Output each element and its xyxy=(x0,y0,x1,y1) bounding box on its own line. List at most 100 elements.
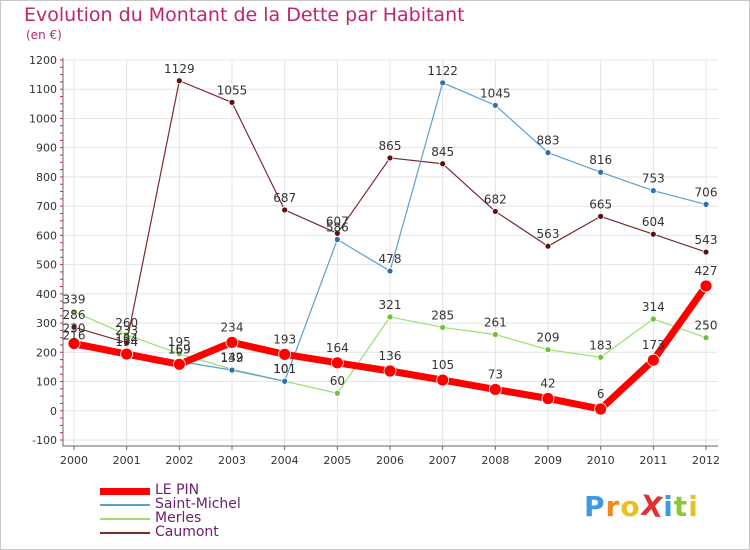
legend-label-saint-michel: Saint-Michel xyxy=(155,496,241,512)
data-point-le-pin xyxy=(646,353,660,367)
data-label-merles: 195 xyxy=(168,335,191,349)
data-label-le-pin: 105 xyxy=(431,358,454,372)
x-tick-label: 2010 xyxy=(587,454,615,467)
data-point-merles xyxy=(123,331,131,339)
logo-letter: t xyxy=(673,490,689,523)
data-label-caumont: 233 xyxy=(115,324,138,338)
chart-subtitle: (en €) xyxy=(26,28,62,42)
data-label-caumont: 1055 xyxy=(217,83,248,97)
data-label-caumont: 607 xyxy=(326,214,349,228)
y-tick-label: 0 xyxy=(50,405,57,418)
data-point-saint-michel xyxy=(439,79,447,87)
proxiti-logo: ProXiti xyxy=(584,489,699,525)
data-label-saint-michel: 139 xyxy=(221,351,244,365)
data-point-saint-michel xyxy=(386,267,394,275)
data-point-saint-michel xyxy=(597,168,605,176)
data-point-le-pin xyxy=(330,356,344,370)
data-label-saint-michel: 816 xyxy=(589,153,612,167)
data-point-caumont xyxy=(386,154,394,162)
x-tick-label: 2012 xyxy=(692,454,720,467)
data-label-merles: 260 xyxy=(115,316,138,330)
y-tick-label: 100 xyxy=(36,376,57,389)
data-label-le-pin: 159 xyxy=(168,342,191,356)
data-point-caumont xyxy=(281,206,289,214)
data-label-le-pin: 164 xyxy=(326,341,349,355)
data-label-saint-michel: 883 xyxy=(537,134,560,148)
legend-swatch-le-pin xyxy=(100,487,150,495)
data-label-merles: 183 xyxy=(589,338,612,352)
data-label-merles: 250 xyxy=(695,319,718,333)
data-label-le-pin: 73 xyxy=(488,367,503,381)
data-point-saint-michel xyxy=(281,377,289,385)
data-label-caumont: 845 xyxy=(431,145,454,159)
y-tick-label: 400 xyxy=(36,288,57,301)
data-label-saint-michel: 706 xyxy=(695,185,718,199)
x-tick-label: 2001 xyxy=(113,454,141,467)
data-point-merles xyxy=(702,334,710,342)
x-tick-label: 2006 xyxy=(376,454,404,467)
data-point-caumont xyxy=(175,77,183,85)
data-label-le-pin: 194 xyxy=(115,332,138,346)
data-point-le-pin xyxy=(278,347,292,361)
y-tick-label: 1000 xyxy=(29,112,57,125)
data-point-merles xyxy=(70,308,78,316)
data-label-merles: 261 xyxy=(484,315,507,329)
y-tick-label: 200 xyxy=(36,346,57,359)
data-label-saint-michel: 753 xyxy=(642,172,665,186)
legend-swatch-saint-michel xyxy=(100,504,150,506)
data-point-le-pin xyxy=(383,364,397,378)
data-label-merles: 339 xyxy=(63,293,86,307)
y-tick-label: 700 xyxy=(36,200,57,213)
x-tick-label: 2003 xyxy=(218,454,246,467)
data-label-merles: 314 xyxy=(642,300,665,314)
data-label-le-pin: 193 xyxy=(273,332,296,346)
data-label-saint-michel: 101 xyxy=(273,362,296,376)
data-label-le-pin: 230 xyxy=(63,322,86,336)
x-tick-label: 2009 xyxy=(534,454,562,467)
data-label-le-pin: 42 xyxy=(540,376,555,390)
x-tick-label: 2011 xyxy=(639,454,667,467)
y-tick-label: 900 xyxy=(36,142,57,155)
data-point-saint-michel xyxy=(544,149,552,157)
data-label-saint-michel: 478 xyxy=(379,252,402,266)
y-tick-label: 600 xyxy=(36,229,57,242)
chart-title: Evolution du Montant de la Dette par Hab… xyxy=(24,4,465,26)
data-point-le-pin xyxy=(488,383,502,396)
data-label-le-pin: 234 xyxy=(221,320,244,334)
data-label-le-pin: 136 xyxy=(379,349,402,363)
data-label-caumont: 286 xyxy=(63,308,86,322)
legend-swatch-merles xyxy=(100,518,150,520)
data-point-le-pin xyxy=(594,402,608,416)
logo-letter: i xyxy=(688,490,699,523)
x-tick-label: 2000 xyxy=(60,454,88,467)
data-point-caumont xyxy=(544,242,552,250)
legend-swatch-caumont xyxy=(100,532,150,534)
data-label-saint-michel: 1122 xyxy=(427,64,458,78)
data-point-le-pin xyxy=(699,279,713,293)
logo-letter: o xyxy=(620,490,641,523)
data-label-merles: 101 xyxy=(273,362,296,376)
data-label-saint-michel: 216 xyxy=(63,329,86,343)
y-tick-label: 1200 xyxy=(29,54,57,67)
data-point-caumont xyxy=(702,248,710,256)
data-point-caumont xyxy=(228,98,236,106)
data-label-caumont: 682 xyxy=(484,192,507,206)
legend-label-caumont: Caumont xyxy=(155,524,219,540)
data-label-le-pin: 427 xyxy=(695,264,718,278)
x-tick-label: 2007 xyxy=(429,454,457,467)
legend-label-le-pin: LE PIN xyxy=(155,482,200,498)
data-label-merles: 285 xyxy=(431,308,454,322)
data-label-caumont: 865 xyxy=(379,139,402,153)
data-point-caumont xyxy=(597,212,605,220)
data-point-merles xyxy=(386,313,394,321)
logo-letter: i xyxy=(663,490,674,523)
data-label-saint-michel: 169 xyxy=(168,342,191,356)
data-point-saint-michel xyxy=(649,187,657,195)
data-point-le-pin xyxy=(225,335,239,349)
data-point-caumont xyxy=(123,339,131,347)
data-point-le-pin xyxy=(172,357,186,371)
data-label-saint-michel: 1045 xyxy=(480,86,511,100)
y-tick-label: -100 xyxy=(32,434,57,447)
